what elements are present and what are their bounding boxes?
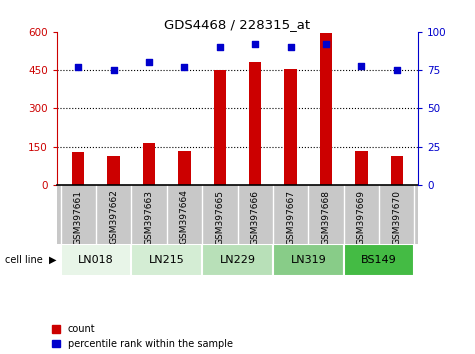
Bar (72, 152, 85, 185)
Text: GSM397661: GSM397661 (74, 190, 83, 245)
Text: GSM397670: GSM397670 (392, 190, 401, 245)
Point (358, 63, 365, 68)
Bar (202, 244, 273, 276)
Bar (214, 70, 226, 185)
Text: GSM397662: GSM397662 (109, 190, 118, 245)
Text: GSM397666: GSM397666 (251, 190, 260, 245)
Bar (344, 244, 415, 276)
Bar (249, 62, 261, 185)
Bar (107, 156, 120, 185)
Bar (178, 151, 190, 185)
Bar (131, 244, 202, 276)
Point (216, 44, 224, 50)
Bar (60, 244, 131, 276)
Text: GSM397663: GSM397663 (144, 190, 153, 245)
Point (110, 67, 117, 73)
Point (251, 41, 259, 47)
Bar (285, 69, 297, 185)
Point (393, 67, 400, 73)
Bar (273, 244, 344, 276)
Text: GSM397664: GSM397664 (180, 190, 189, 245)
Text: cell line  ▶: cell line ▶ (5, 255, 56, 265)
Text: LN319: LN319 (290, 255, 326, 265)
Text: GSM397668: GSM397668 (322, 190, 331, 245)
Text: GSM397665: GSM397665 (215, 190, 224, 245)
Bar (320, 33, 332, 185)
Title: GDS4468 / 228315_at: GDS4468 / 228315_at (164, 18, 311, 31)
Point (322, 41, 330, 47)
Bar (143, 143, 155, 185)
Text: LN018: LN018 (78, 255, 114, 265)
Text: GSM397667: GSM397667 (286, 190, 295, 245)
Point (180, 64, 188, 70)
Text: LN229: LN229 (219, 255, 256, 265)
Point (75, 64, 82, 70)
Point (145, 59, 153, 65)
Point (287, 44, 294, 50)
Text: GSM397669: GSM397669 (357, 190, 366, 245)
Text: LN215: LN215 (149, 255, 185, 265)
Legend: count, percentile rank within the sample: count, percentile rank within the sample (52, 324, 233, 349)
Bar (390, 156, 403, 185)
Bar (355, 151, 368, 185)
Text: BS149: BS149 (361, 255, 397, 265)
